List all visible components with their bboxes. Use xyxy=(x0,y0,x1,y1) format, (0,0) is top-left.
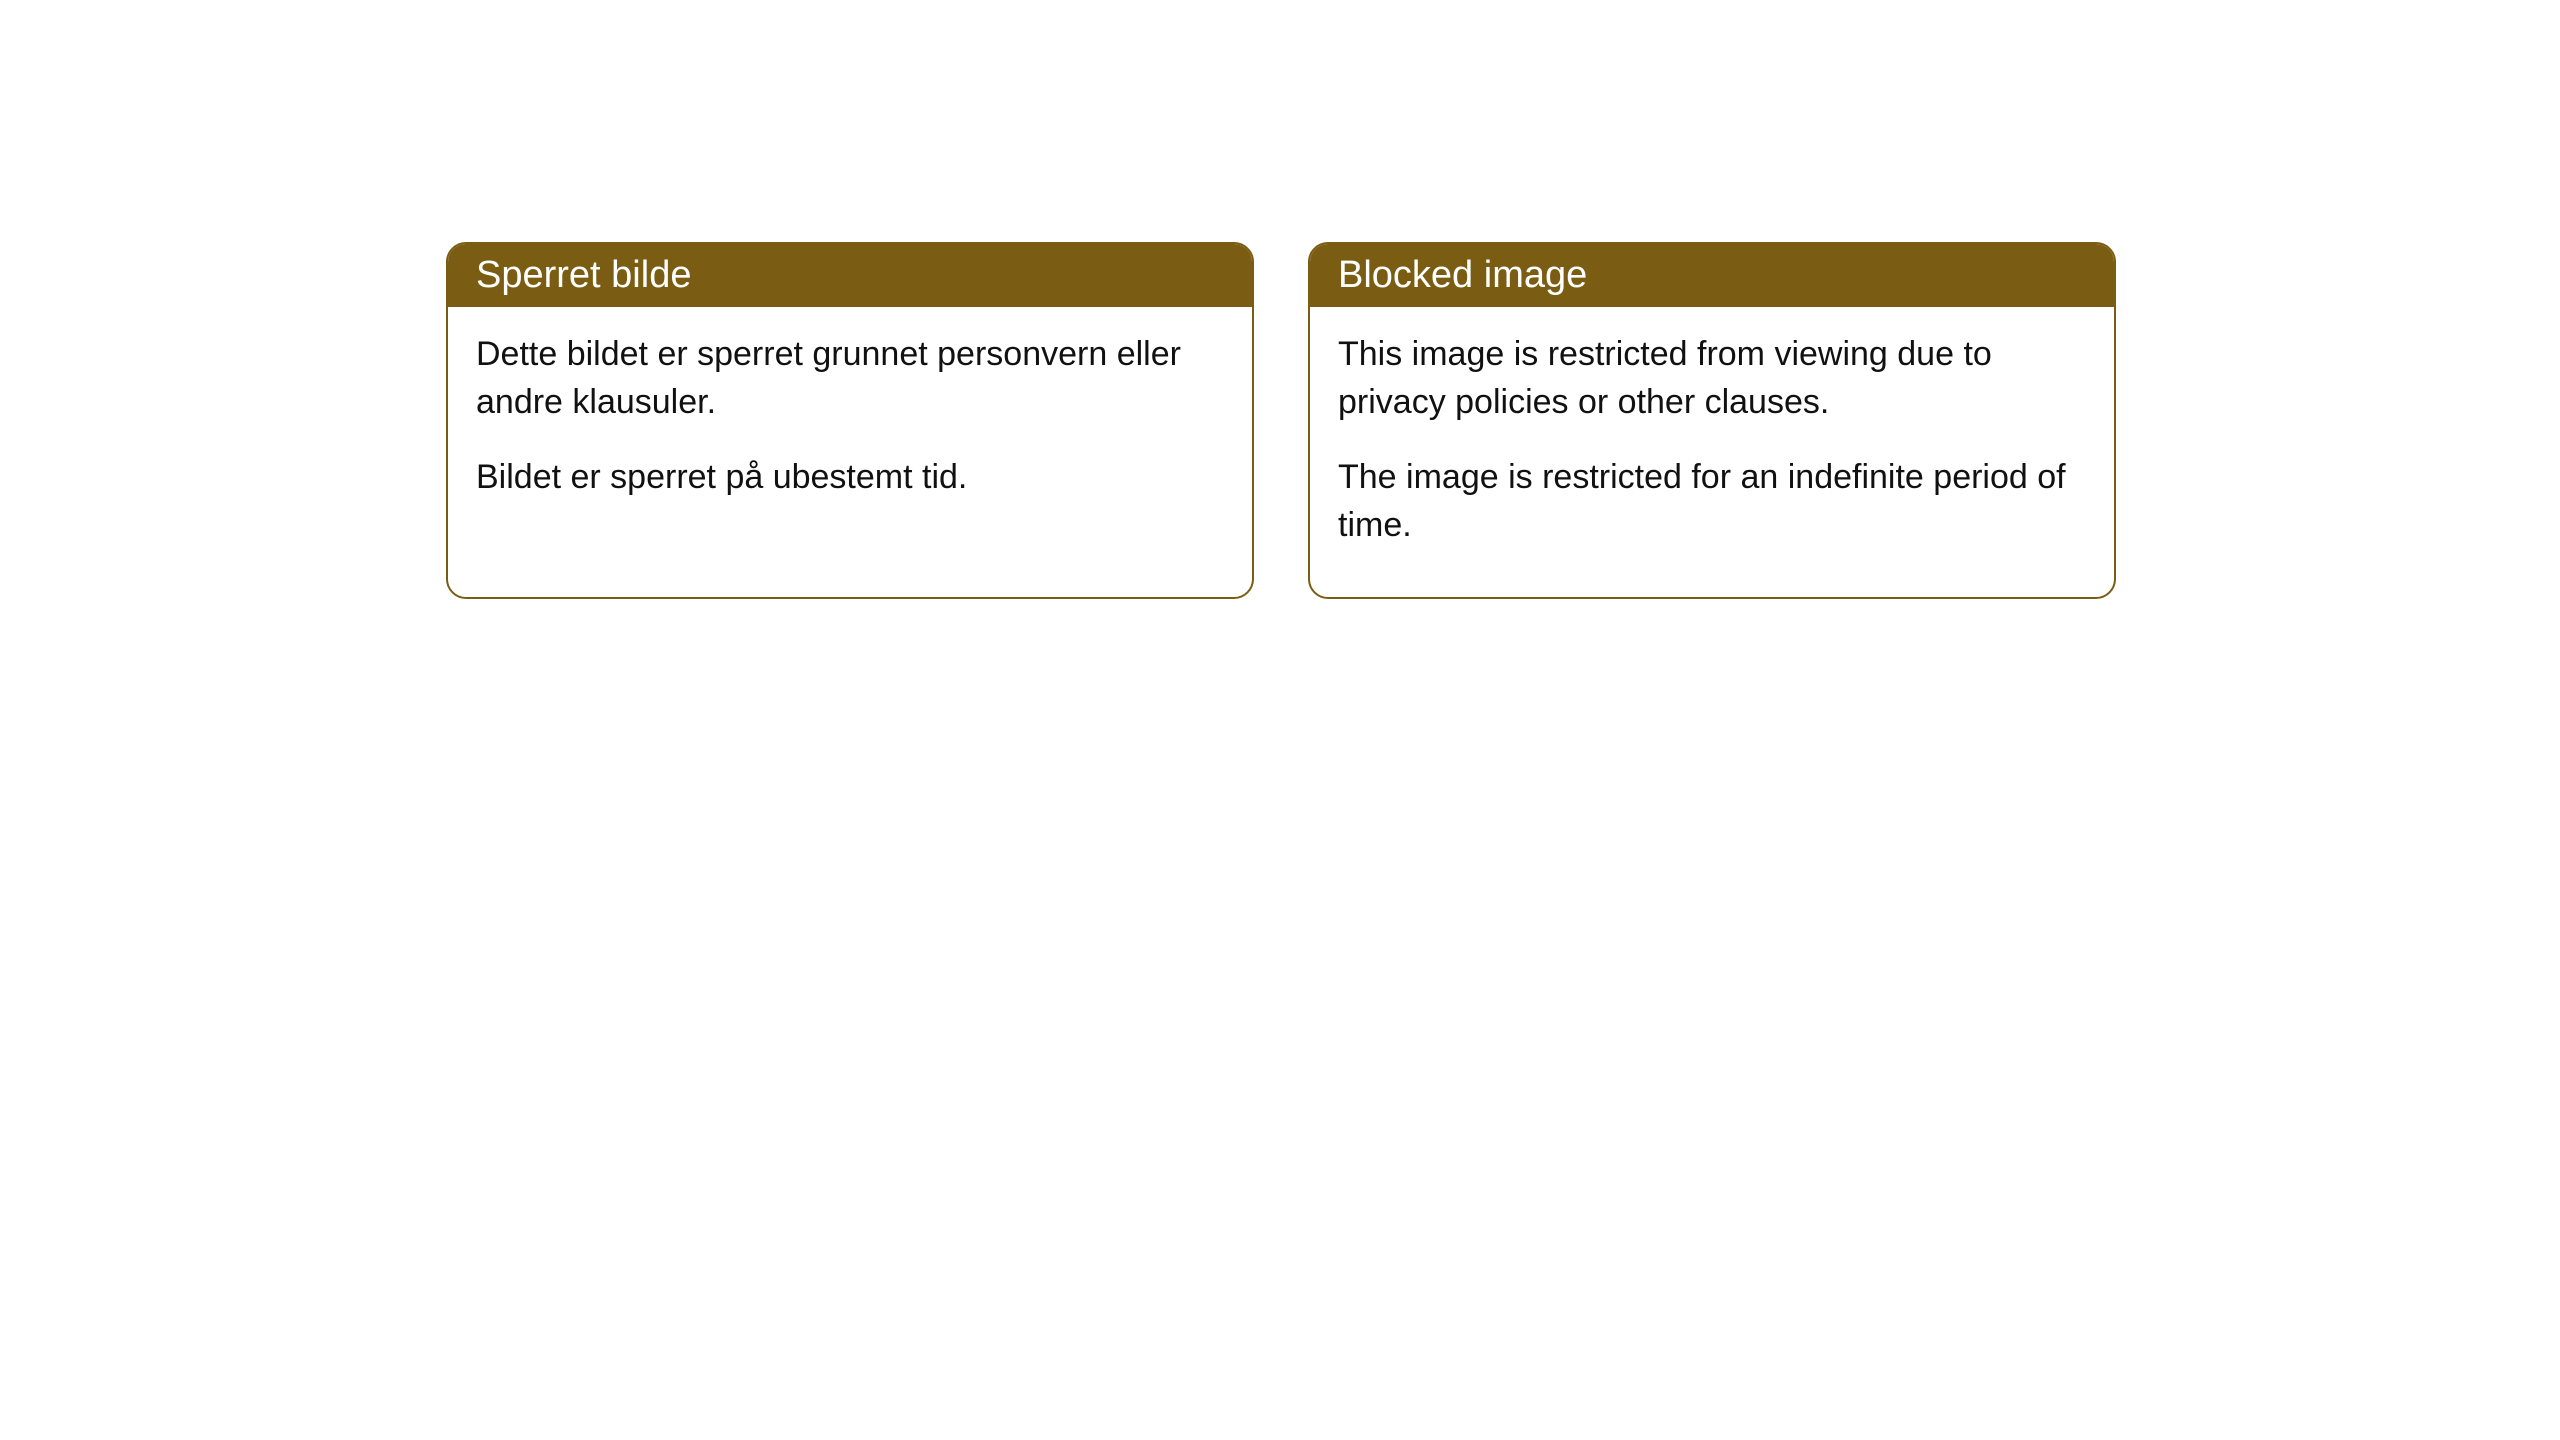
notice-cards-container: Sperret bilde Dette bildet er sperret gr… xyxy=(446,242,2116,599)
card-paragraph: The image is restricted for an indefinit… xyxy=(1338,454,2086,549)
notice-card-norwegian: Sperret bilde Dette bildet er sperret gr… xyxy=(446,242,1254,599)
card-title: Blocked image xyxy=(1338,254,1587,296)
card-paragraph: Dette bildet er sperret grunnet personve… xyxy=(476,331,1224,426)
card-body: Dette bildet er sperret grunnet personve… xyxy=(448,307,1252,550)
card-title: Sperret bilde xyxy=(476,254,691,296)
card-paragraph: Bildet er sperret på ubestemt tid. xyxy=(476,454,1224,502)
card-header: Sperret bilde xyxy=(448,244,1252,307)
card-header: Blocked image xyxy=(1310,244,2114,307)
card-paragraph: This image is restricted from viewing du… xyxy=(1338,331,2086,426)
notice-card-english: Blocked image This image is restricted f… xyxy=(1308,242,2116,599)
card-body: This image is restricted from viewing du… xyxy=(1310,307,2114,597)
